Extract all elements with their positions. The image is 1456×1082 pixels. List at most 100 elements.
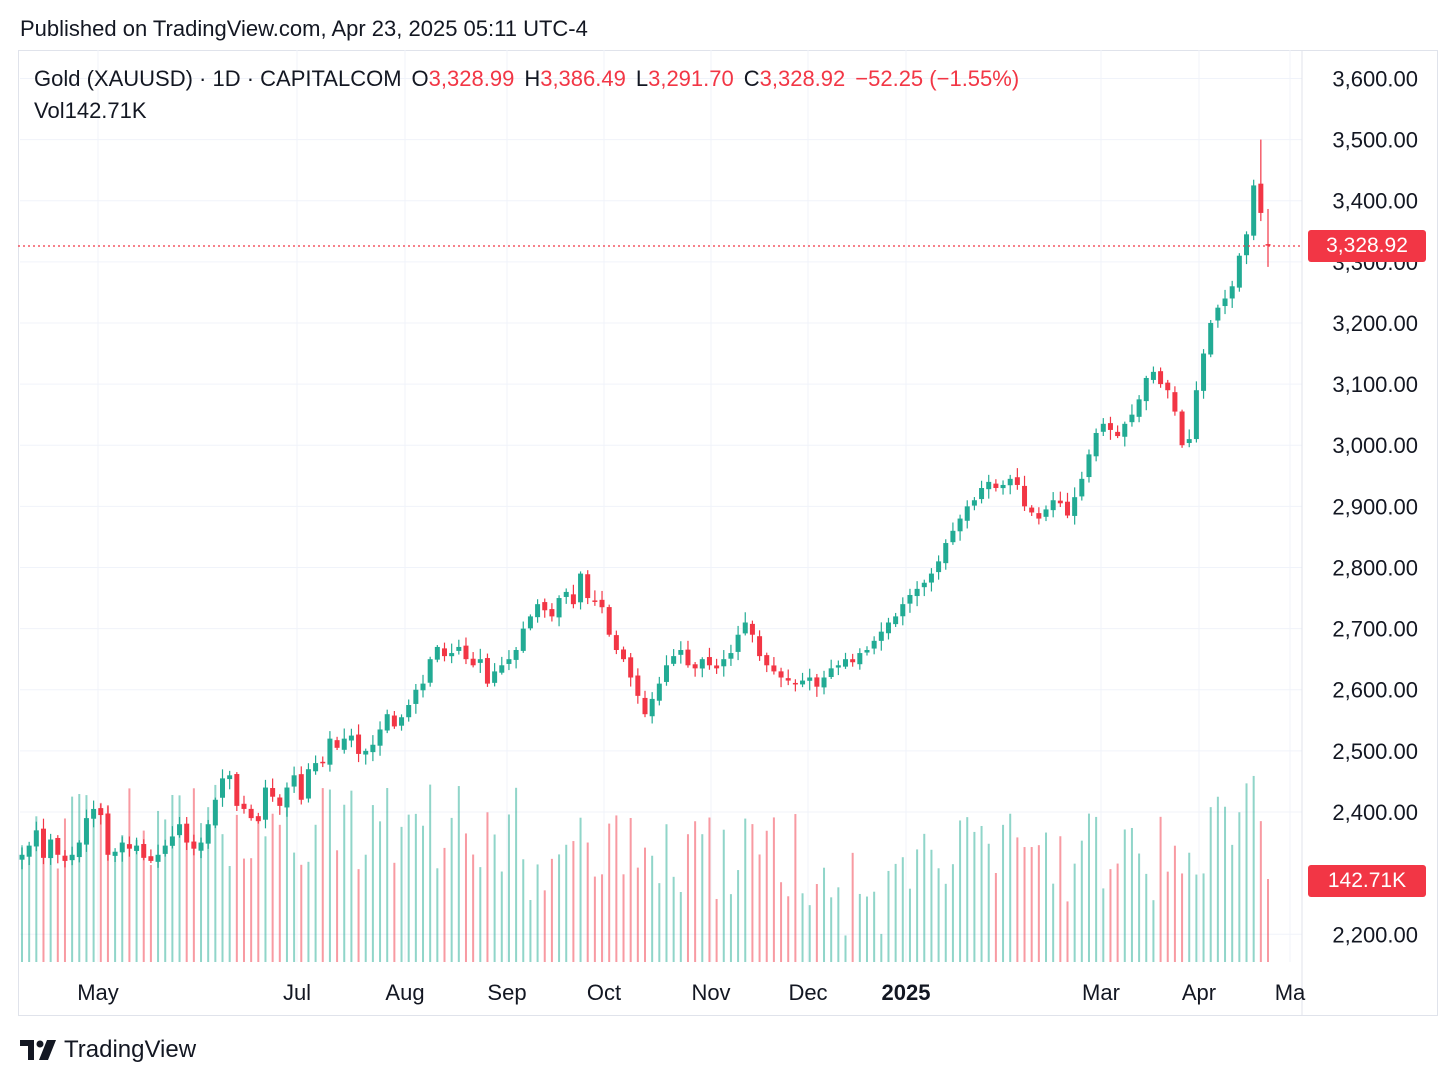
- candle-body: [663, 665, 669, 682]
- volume-bar: [679, 892, 682, 962]
- volume-bar: [407, 814, 410, 962]
- volume-bar: [686, 834, 689, 962]
- candle-body: [1072, 497, 1078, 516]
- candle-body: [1036, 513, 1042, 519]
- candle-body: [255, 816, 261, 822]
- candle-body: [1100, 423, 1106, 432]
- candle-body: [313, 763, 319, 772]
- volume-bar: [293, 852, 296, 962]
- candle-body: [578, 573, 584, 603]
- candle-body: [234, 774, 240, 806]
- tradingview-logo-icon: [20, 1040, 56, 1060]
- tradingview-brand[interactable]: TradingView: [20, 1036, 196, 1064]
- candle-body: [413, 689, 419, 704]
- candle-body: [964, 506, 970, 521]
- volume-bar: [486, 812, 489, 962]
- candle-body: [1014, 477, 1020, 485]
- candle-body: [1222, 298, 1228, 307]
- candle-body: [98, 808, 104, 816]
- close-label: C: [743, 66, 760, 91]
- volume-bar: [994, 873, 997, 962]
- candle-body: [778, 671, 784, 678]
- candle-body: [1107, 423, 1113, 430]
- candle-body: [850, 659, 856, 663]
- candle-body: [535, 604, 541, 618]
- candle-body: [1029, 507, 1035, 513]
- candle-body: [162, 845, 168, 854]
- volume-bar: [1052, 883, 1055, 962]
- volume-value: 142.71K: [64, 98, 147, 123]
- volume-label: Vol: [34, 98, 65, 123]
- volume-bar: [651, 855, 654, 962]
- candle-body: [363, 750, 369, 755]
- candle-body: [1050, 500, 1056, 511]
- candle-body: [205, 824, 211, 844]
- volume-bar: [414, 813, 417, 962]
- candle-body: [993, 483, 999, 489]
- volume-bar: [35, 816, 38, 962]
- volume-bar: [307, 861, 310, 962]
- candle-body: [1165, 382, 1171, 391]
- volume-bar: [228, 866, 231, 962]
- price-tick-label: 3,600.00: [1332, 66, 1418, 91]
- candle-body: [800, 680, 806, 685]
- candle-body: [885, 622, 891, 634]
- volume-bar: [579, 817, 582, 962]
- volume-bar: [336, 850, 339, 962]
- candle-body: [1000, 484, 1006, 489]
- volume-bar: [464, 833, 467, 962]
- volume-legend: Vol142.71K: [34, 98, 147, 124]
- volume-bar: [744, 818, 747, 962]
- volume-bar: [543, 890, 546, 962]
- volume-bar: [1095, 816, 1098, 962]
- candle-body: [1265, 244, 1271, 246]
- high-label: H: [524, 66, 541, 91]
- volume-bar: [865, 896, 868, 962]
- candle-body: [599, 599, 605, 608]
- volume-bar: [135, 839, 138, 962]
- candle-body: [986, 481, 992, 490]
- candle-body: [1150, 371, 1156, 380]
- volume-bar: [558, 854, 561, 962]
- candle-body: [291, 775, 297, 787]
- volume-bar: [722, 829, 725, 962]
- candle-body: [119, 842, 125, 853]
- candle-body: [1136, 399, 1142, 417]
- volume-bar: [235, 814, 238, 962]
- volume-bar: [106, 805, 109, 962]
- grid-layer: [20, 50, 1302, 962]
- volume-bar: [1059, 836, 1062, 962]
- volume-bar: [708, 817, 711, 962]
- candle-body: [470, 658, 476, 666]
- candle-body: [556, 598, 562, 618]
- candle-body: [348, 735, 354, 741]
- candle-body: [807, 677, 813, 681]
- candle-body: [957, 518, 963, 532]
- last-volume-tag: 142.71K: [1308, 865, 1426, 897]
- candle-body: [728, 653, 734, 659]
- candle-body: [563, 591, 569, 597]
- candle-body: [971, 500, 977, 506]
- candle-body: [1236, 255, 1242, 288]
- volume-bar: [379, 821, 382, 962]
- candle-body: [492, 671, 498, 683]
- candle-body: [1186, 439, 1192, 443]
- candle-body: [1208, 322, 1214, 355]
- volume-bar: [1009, 813, 1012, 962]
- candle-body: [1079, 478, 1085, 497]
- volume-bar: [787, 896, 790, 962]
- volume-bar: [278, 824, 281, 962]
- time-tick-label: Mar: [1082, 980, 1120, 1005]
- volume-bar: [1252, 775, 1255, 962]
- volume-bar: [56, 868, 59, 962]
- volume-bar: [1202, 873, 1205, 962]
- candle-body: [1007, 478, 1013, 486]
- candle-body: [549, 609, 555, 617]
- candle-body: [928, 573, 934, 583]
- volume-bar: [71, 796, 74, 962]
- volume-bar: [1238, 812, 1241, 962]
- volume-bar: [99, 802, 102, 962]
- candle-body: [1086, 454, 1092, 478]
- candle-body: [420, 683, 426, 691]
